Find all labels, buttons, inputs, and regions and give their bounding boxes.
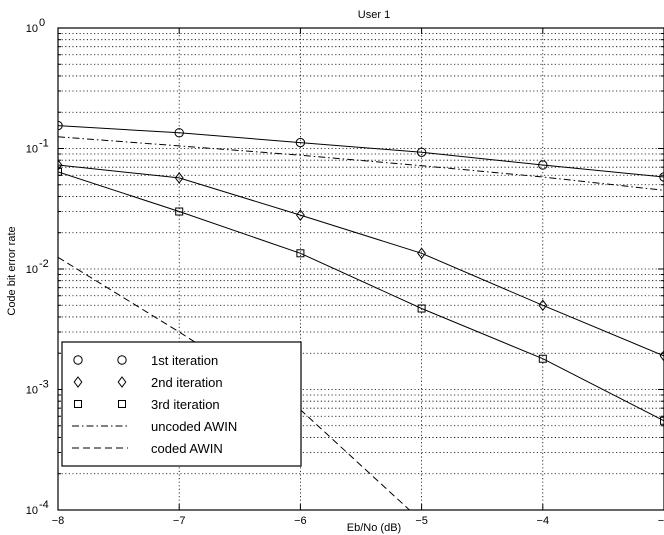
marker-square <box>118 400 126 408</box>
marker-diamond <box>174 172 184 184</box>
marker-square <box>417 304 426 313</box>
legend-entry: 3rd iteration <box>74 397 220 412</box>
marker-circle <box>538 160 548 170</box>
y-tick-label: 10 <box>26 264 38 276</box>
y-tick-label: 10 <box>26 23 38 35</box>
marker-circle <box>58 120 63 131</box>
x-tick-label: −7 <box>173 515 186 527</box>
y-tick-label: 10 <box>26 385 38 397</box>
x-tick-label: −6 <box>294 515 307 527</box>
y-axis-label: Code bit error rate <box>6 226 18 315</box>
legend-entry: coded AWIN <box>72 441 223 456</box>
legend-entry: 2nd iteration <box>73 375 223 390</box>
marker-diamond <box>295 209 305 221</box>
series-line <box>58 136 664 191</box>
legend-label: uncoded AWIN <box>151 419 237 434</box>
series-3rd-iteration <box>58 167 664 425</box>
legend-label: 2nd iteration <box>151 375 223 390</box>
x-tick-label: −5 <box>415 515 428 527</box>
series-uncoded-awin <box>58 136 664 191</box>
plot-frame <box>57 27 664 511</box>
x-axis-label: Eb/No (dB) <box>347 522 401 534</box>
marker-diamond <box>538 299 548 312</box>
marker-diamond <box>117 376 127 388</box>
series-2nd-iteration <box>58 159 664 362</box>
legend-box <box>61 341 302 467</box>
x-tick-label: −8 <box>52 515 65 527</box>
grid-layer <box>57 28 664 511</box>
legend-entry: uncoded AWIN <box>72 419 237 434</box>
x-tick-label: −3 <box>658 515 664 527</box>
y-tick-exponent: -2 <box>39 258 49 270</box>
marker-diamond <box>659 350 664 362</box>
marker-circle <box>117 355 127 365</box>
series-line <box>58 125 664 178</box>
marker-square <box>660 416 664 425</box>
marker-square <box>58 167 62 176</box>
y-tick-exponent: -4 <box>39 499 49 511</box>
x-tick-label: −4 <box>537 515 550 527</box>
marker-circle <box>295 137 306 148</box>
legend-entry: 1st iteration <box>73 353 218 368</box>
legend-label: 1st iteration <box>151 353 218 368</box>
marker-diamond <box>73 376 83 388</box>
marker-square <box>74 400 82 408</box>
marker-diamond <box>58 159 63 171</box>
marker-circle <box>73 355 83 365</box>
series-line <box>58 171 664 422</box>
y-tick-exponent: -3 <box>39 379 49 391</box>
marker-circle <box>416 147 427 157</box>
y-tick-label: 10 <box>26 144 38 156</box>
legend-label: coded AWIN <box>151 441 223 456</box>
marker-circle <box>174 128 184 138</box>
marker-square <box>175 207 184 216</box>
legend: 1st iteration 2nd iteration 3rd iteration u… <box>61 341 302 467</box>
legend-label: 3rd iteration <box>151 397 220 412</box>
marker-square <box>538 354 547 363</box>
y-tick-label: 10 <box>26 505 38 517</box>
y-tick-exponent: 0 <box>39 17 45 29</box>
marker-diamond <box>417 247 427 260</box>
y-tick-exponent: -1 <box>39 138 49 150</box>
marker-square <box>296 249 305 258</box>
series-1st-iteration <box>58 120 664 182</box>
chart-title: User 1 <box>358 9 390 21</box>
series-line <box>58 164 664 357</box>
